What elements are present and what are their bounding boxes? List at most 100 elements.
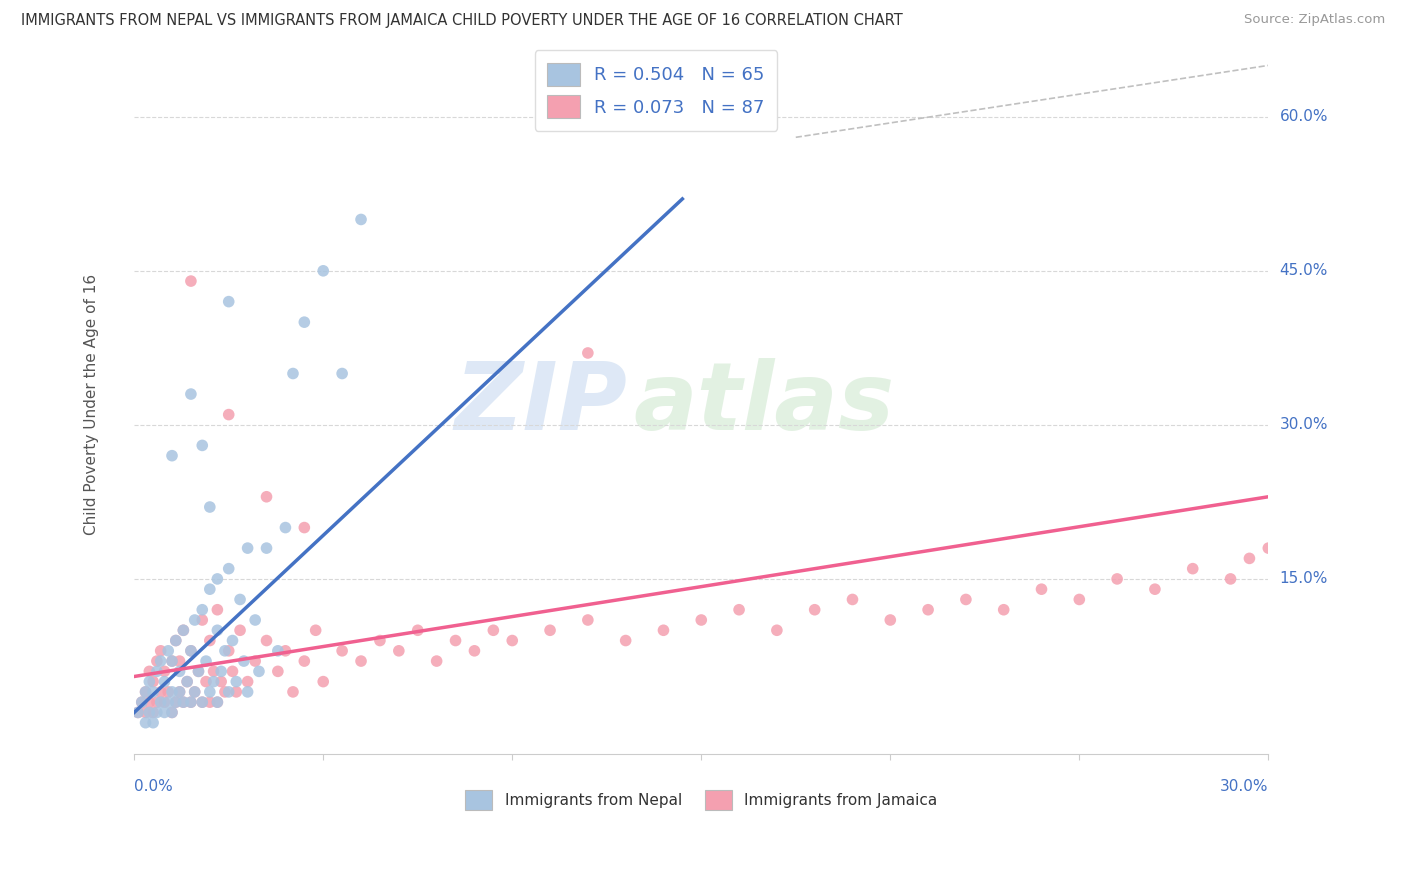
Point xyxy=(157,695,180,709)
Point xyxy=(131,695,153,709)
Point xyxy=(198,633,221,648)
Point xyxy=(209,665,232,679)
Point xyxy=(312,264,335,278)
Point xyxy=(146,654,169,668)
Point xyxy=(229,592,252,607)
Point xyxy=(225,674,247,689)
Point xyxy=(160,706,183,720)
Point xyxy=(153,674,176,689)
Point xyxy=(169,665,191,679)
Point xyxy=(576,346,599,360)
Point xyxy=(138,674,160,689)
Point xyxy=(1239,551,1261,566)
Point xyxy=(236,685,259,699)
Point xyxy=(209,674,232,689)
Text: 45.0%: 45.0% xyxy=(1279,263,1329,278)
Point xyxy=(463,644,485,658)
Point xyxy=(207,695,229,709)
Point xyxy=(236,541,259,555)
Point xyxy=(1107,572,1129,586)
Point xyxy=(803,603,825,617)
Point xyxy=(218,294,240,309)
Point xyxy=(202,674,225,689)
Point xyxy=(165,633,187,648)
Point xyxy=(330,644,353,658)
Text: 30.0%: 30.0% xyxy=(1279,417,1329,433)
Point xyxy=(157,685,180,699)
Point xyxy=(350,212,373,227)
Point xyxy=(1219,572,1241,586)
Point xyxy=(482,624,505,638)
Point xyxy=(281,367,304,381)
Point xyxy=(183,685,205,699)
Point xyxy=(236,674,259,689)
Point xyxy=(274,644,297,658)
Point xyxy=(576,613,599,627)
Point xyxy=(218,562,240,576)
Point xyxy=(198,582,221,597)
Point xyxy=(135,715,157,730)
Point xyxy=(180,644,202,658)
Point xyxy=(312,674,335,689)
Point xyxy=(176,674,198,689)
Point xyxy=(138,706,160,720)
Point xyxy=(243,654,266,668)
Point xyxy=(149,695,172,709)
Point xyxy=(176,674,198,689)
Point xyxy=(207,603,229,617)
Point xyxy=(207,624,229,638)
Text: IMMIGRANTS FROM NEPAL VS IMMIGRANTS FROM JAMAICA CHILD POVERTY UNDER THE AGE OF : IMMIGRANTS FROM NEPAL VS IMMIGRANTS FROM… xyxy=(21,13,903,29)
Point xyxy=(198,695,221,709)
Point xyxy=(267,644,290,658)
Point xyxy=(841,592,863,607)
Legend: Immigrants from Nepal, Immigrants from Jamaica: Immigrants from Nepal, Immigrants from J… xyxy=(458,784,943,815)
Point xyxy=(172,695,194,709)
Text: atlas: atlas xyxy=(633,359,894,450)
Point xyxy=(180,387,202,401)
Point xyxy=(131,695,153,709)
Point xyxy=(1143,582,1166,597)
Point xyxy=(207,695,229,709)
Point xyxy=(501,633,523,648)
Point xyxy=(187,665,209,679)
Point xyxy=(225,685,247,699)
Point xyxy=(169,685,191,699)
Point xyxy=(444,633,467,648)
Point xyxy=(172,624,194,638)
Text: 60.0%: 60.0% xyxy=(1279,109,1329,124)
Point xyxy=(426,654,449,668)
Point xyxy=(221,665,243,679)
Point xyxy=(330,367,353,381)
Point xyxy=(305,624,328,638)
Point xyxy=(146,695,169,709)
Point xyxy=(160,449,183,463)
Text: Source: ZipAtlas.com: Source: ZipAtlas.com xyxy=(1244,13,1385,27)
Point xyxy=(221,633,243,648)
Point xyxy=(218,408,240,422)
Point xyxy=(138,665,160,679)
Point xyxy=(1257,541,1279,555)
Point xyxy=(149,644,172,658)
Point xyxy=(243,613,266,627)
Point xyxy=(614,633,637,648)
Point xyxy=(350,654,373,668)
Point xyxy=(183,685,205,699)
Text: 30.0%: 30.0% xyxy=(1220,780,1268,794)
Point xyxy=(180,695,202,709)
Point xyxy=(127,706,149,720)
Point xyxy=(214,685,236,699)
Point xyxy=(388,644,411,658)
Point xyxy=(232,654,254,668)
Point xyxy=(198,500,221,514)
Point xyxy=(191,603,214,617)
Point xyxy=(169,685,191,699)
Point xyxy=(135,685,157,699)
Point xyxy=(1031,582,1053,597)
Point xyxy=(160,654,183,668)
Point xyxy=(135,685,157,699)
Point xyxy=(172,695,194,709)
Point xyxy=(292,520,315,534)
Point xyxy=(406,624,429,638)
Text: Child Poverty Under the Age of 16: Child Poverty Under the Age of 16 xyxy=(83,274,98,535)
Point xyxy=(142,715,165,730)
